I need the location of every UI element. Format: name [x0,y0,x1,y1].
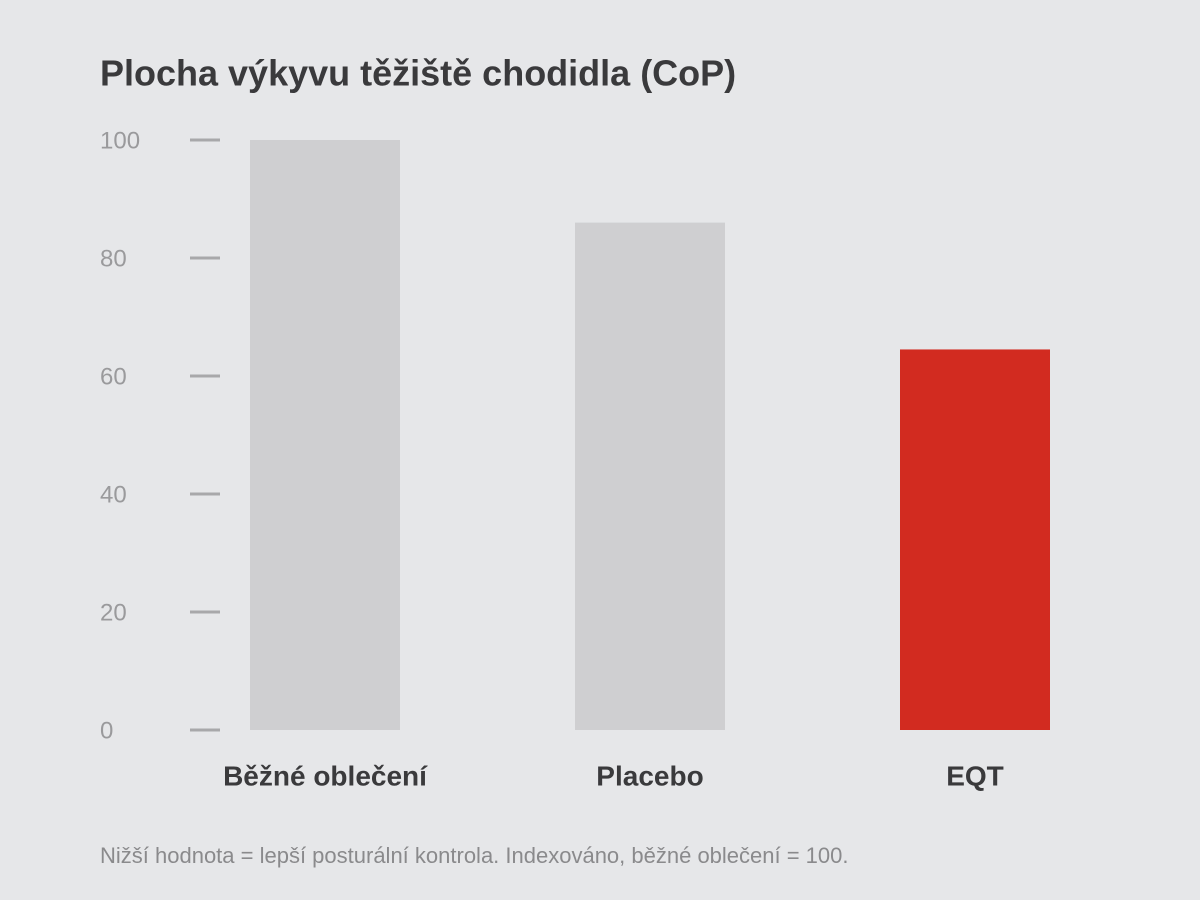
y-tick-label: 60 [100,363,127,390]
bar [575,222,725,730]
bar [900,349,1050,730]
y-tick-label: 20 [100,599,127,626]
bar [250,140,400,730]
y-tick-label: 100 [100,127,140,154]
footnote: Nižší hodnota = lepší posturální kontrol… [100,843,849,868]
x-tick-label: Placebo [596,760,703,791]
y-tick-label: 80 [100,245,127,272]
y-tick-label: 40 [100,481,127,508]
x-tick-label: Běžné oblečení [223,760,428,791]
chart-title: Plocha výkyvu těžiště chodidla (CoP) [100,53,736,94]
x-tick-label: EQT [946,760,1004,791]
y-tick-label: 0 [100,717,113,744]
